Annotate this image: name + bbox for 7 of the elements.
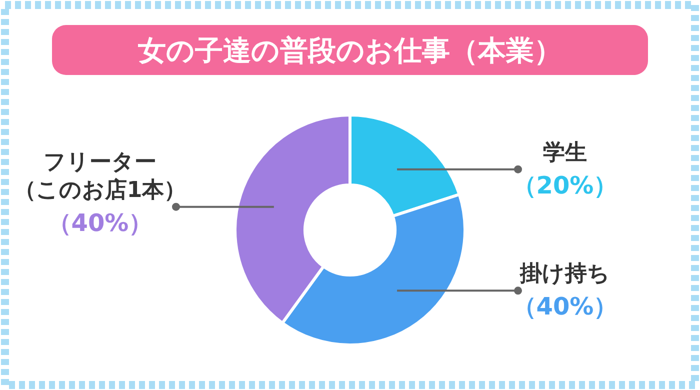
data-label: （40%） <box>47 208 153 237</box>
slice-label: フリーター（このお店1本） <box>14 150 186 203</box>
slice-label: 学生 <box>543 140 587 166</box>
data-label: （40%） <box>512 292 618 321</box>
slice-label: 掛け持ち <box>519 262 610 287</box>
data-label: （20%） <box>512 171 618 200</box>
chart-title: 女の子達の普段のお仕事（本業） <box>137 34 562 67</box>
